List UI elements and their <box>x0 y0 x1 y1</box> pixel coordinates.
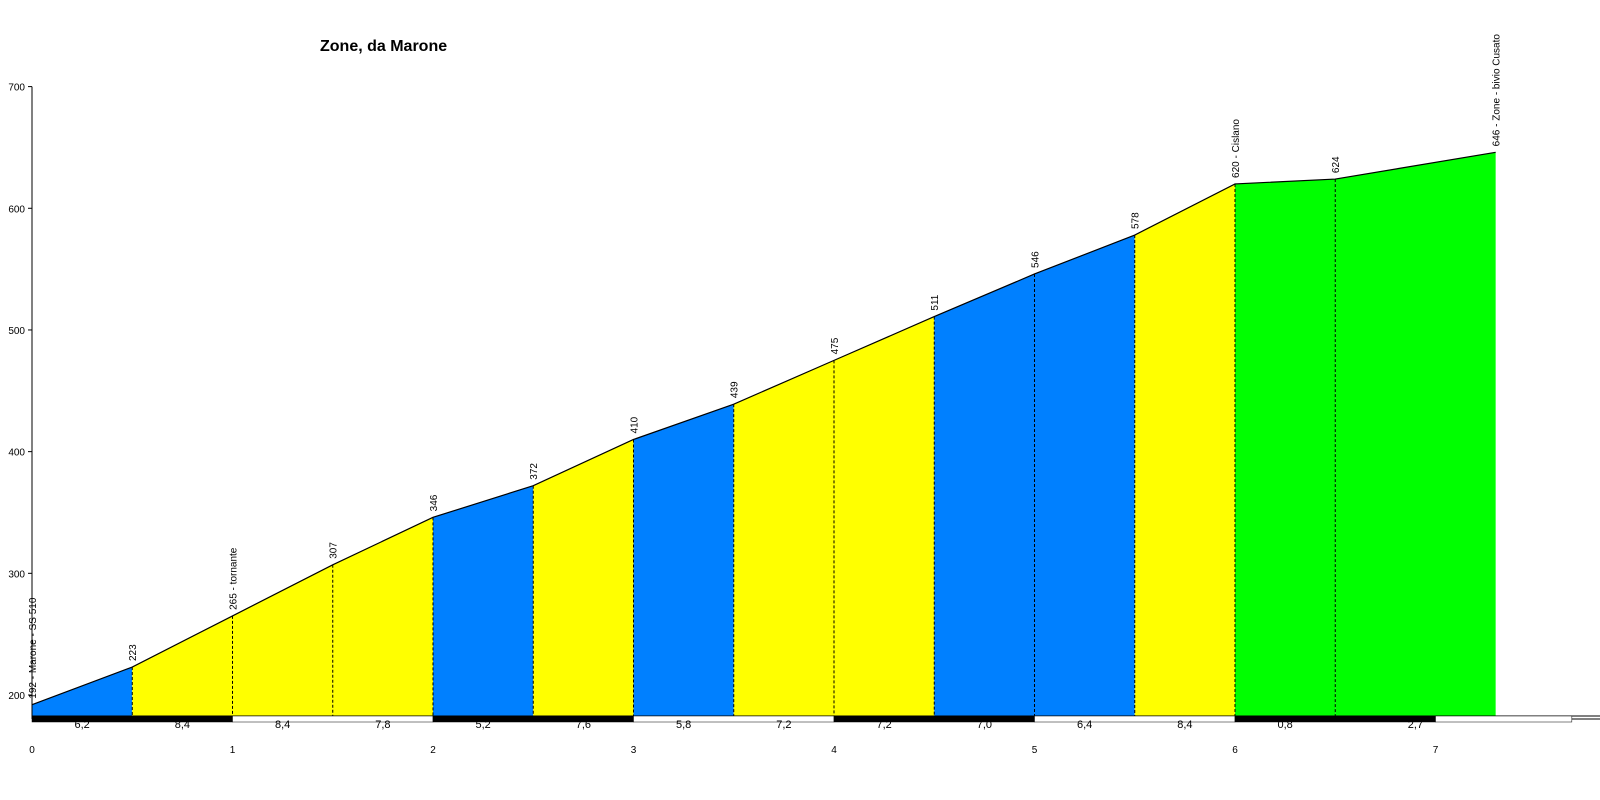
point-elevation-label: 410 <box>630 416 641 433</box>
km-scale-bar <box>232 715 434 723</box>
profile-segment <box>633 404 734 717</box>
point-elevation-label: 346 <box>429 494 440 511</box>
point-elevation-label: 307 <box>329 542 340 559</box>
gradient-label: 6,4 <box>1077 719 1092 731</box>
km-scale-bar <box>1435 715 1573 723</box>
point-elevation-label: 192 - Marone - SS 510 <box>28 597 39 699</box>
gradient-label: 2,7 <box>1408 719 1423 731</box>
gradient-label: 7,6 <box>576 719 591 731</box>
gradient-label: 7,0 <box>977 719 992 731</box>
gradient-label: 8,4 <box>1177 719 1192 731</box>
point-elevation-label: 546 <box>1031 251 1042 268</box>
km-scale-bar <box>432 715 634 723</box>
y-tick-label: 400 <box>8 448 25 459</box>
point-elevation-label: 372 <box>529 463 540 480</box>
profile-segment <box>934 273 1035 717</box>
point-elevation-label: 439 <box>730 381 741 398</box>
profile-segment <box>1134 183 1235 718</box>
gradient-label: 7,2 <box>776 719 791 731</box>
profile-segment <box>1335 152 1496 718</box>
y-tick-label: 200 <box>8 691 25 702</box>
profile-segment <box>232 564 333 717</box>
gradient-label: 0,8 <box>1277 719 1292 731</box>
km-scale-bar <box>1234 715 1436 723</box>
km-scale-bar <box>31 715 233 723</box>
profile-segment <box>1034 235 1135 717</box>
km-scale-bar <box>1034 715 1236 723</box>
gradient-label: 5,2 <box>475 719 490 731</box>
x-tick-label: 5 <box>1032 745 1038 756</box>
gradient-label: 5,8 <box>676 719 691 731</box>
profile-segment <box>533 439 634 717</box>
gradient-label: 7,2 <box>876 719 891 731</box>
gradient-label: 8,4 <box>175 719 190 731</box>
km-scale-bar <box>633 715 835 723</box>
km-scale-bar <box>833 715 1035 723</box>
x-tick-label: 6 <box>1232 745 1238 756</box>
x-tick-label: 1 <box>230 745 236 756</box>
profile-segment <box>1235 179 1336 718</box>
elevation-line <box>31 151 1496 706</box>
profile-segment <box>733 360 834 717</box>
chart-title: Zone, da Marone <box>320 38 448 55</box>
gradient-label: 7,8 <box>375 719 390 731</box>
profile-segment <box>834 316 935 717</box>
x-tick-label: 3 <box>631 745 637 756</box>
gradient-label: 8,4 <box>275 719 290 731</box>
y-tick-label: 300 <box>8 569 25 580</box>
profile-segment <box>332 517 433 717</box>
x-tick-label: 4 <box>831 745 837 756</box>
point-elevation-label: 475 <box>830 337 841 354</box>
point-elevation-label: 620 - Cislano <box>1231 119 1242 178</box>
y-tick-label: 700 <box>8 83 25 94</box>
gradient-label: 6,2 <box>74 719 89 731</box>
profile-segment <box>32 667 133 717</box>
point-elevation-label: 265 - tornante <box>229 547 240 610</box>
point-elevation-label: 578 <box>1131 212 1142 229</box>
point-elevation-label: 624 <box>1331 156 1342 173</box>
point-elevation-label: 223 <box>128 644 139 661</box>
x-tick-label: 7 <box>1433 745 1439 756</box>
x-tick-label: 2 <box>430 745 436 756</box>
profile-segment <box>433 485 534 717</box>
y-tick-label: 600 <box>8 204 25 215</box>
point-elevation-label: 511 <box>930 294 941 310</box>
profile-segment <box>132 615 233 717</box>
y-tick-label: 500 <box>8 326 25 337</box>
point-elevation-label: 646 - Zone - bivio Cusato <box>1492 34 1503 147</box>
x-tick-label: 0 <box>29 745 35 756</box>
